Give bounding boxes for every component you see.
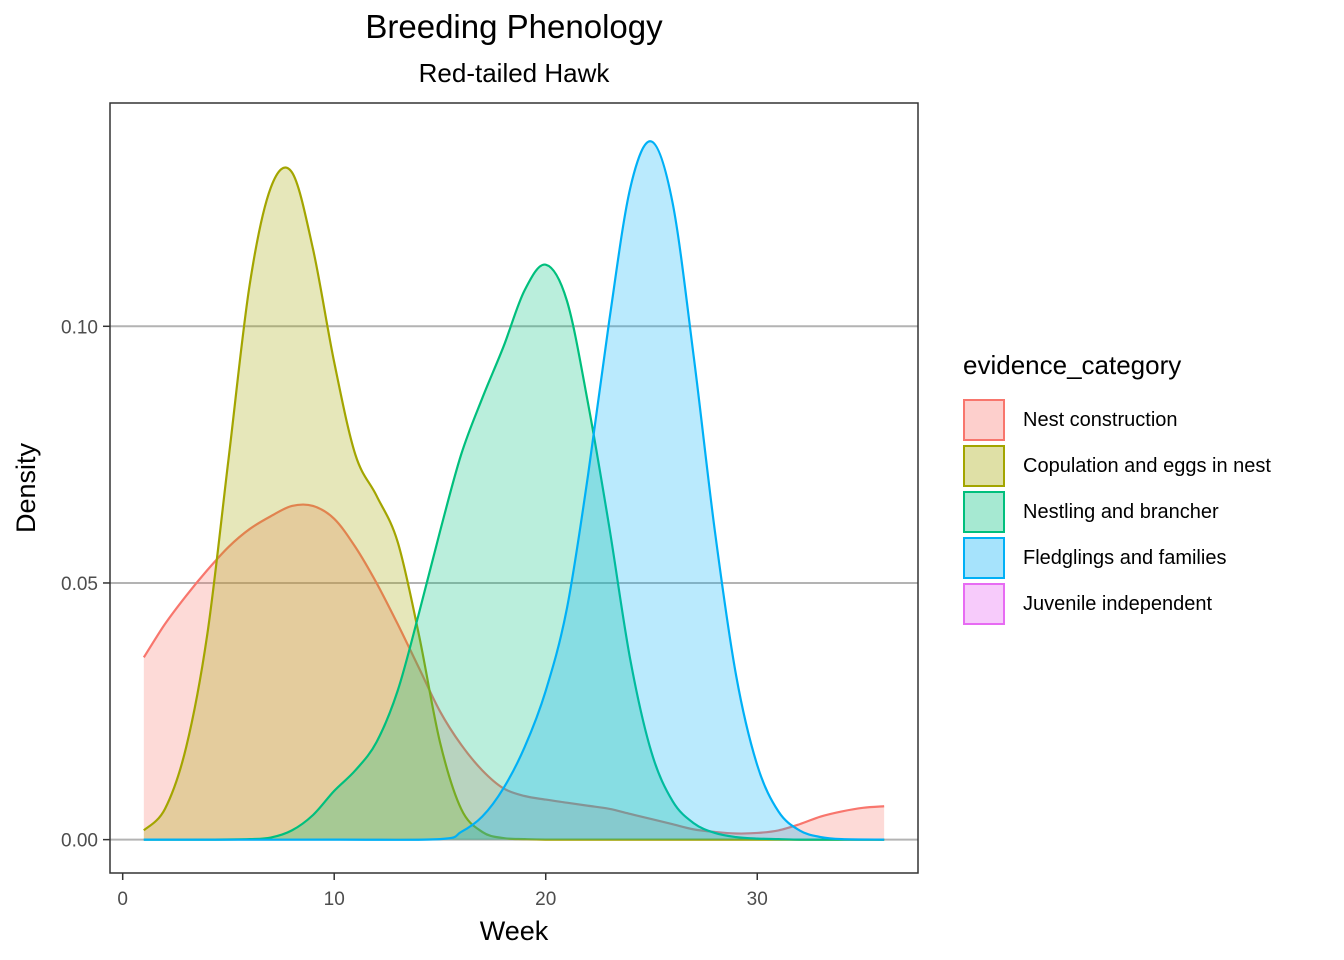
- legend-label: Copulation and eggs in nest: [1023, 454, 1271, 477]
- legend-label: Fledglings and families: [1023, 546, 1227, 569]
- y-axis-label: Density: [11, 442, 41, 533]
- density-line-nest-construction: [142, 503, 885, 835]
- legend-title: evidence_category: [963, 350, 1182, 380]
- legend-item: Juvenile independent: [963, 581, 1271, 627]
- chart-subtitle: Red-tailed Hawk: [418, 58, 610, 88]
- density-area-nestling-and-brancher: [143, 264, 885, 840]
- legend-key: [963, 537, 1005, 579]
- y-tick-label: 0.05: [61, 574, 98, 595]
- legend-items: Nest construction Copulation and eggs in …: [963, 397, 1271, 627]
- legend-item: Nest construction: [963, 397, 1271, 443]
- legend-item: Copulation and eggs in nest: [963, 443, 1271, 489]
- y-tick-label: 0.10: [61, 317, 98, 338]
- density-series: [142, 140, 885, 841]
- density-line-nestling-and-brancher: [143, 263, 885, 841]
- x-tick-label: 30: [747, 889, 768, 910]
- plot-panel-border: [109, 102, 919, 874]
- axes: 0 10 20 30 0.00 0.05 0.10: [61, 317, 768, 910]
- legend-item: Nestling and brancher: [963, 489, 1271, 535]
- density-area-nest-construction: [143, 504, 885, 840]
- legend-key: [963, 399, 1005, 441]
- y-tick-label: 0.00: [61, 831, 98, 852]
- x-tick-label: 20: [535, 889, 556, 910]
- density-line-copulation-and-eggs-in-nest: [143, 166, 885, 841]
- legend-key: [963, 491, 1005, 533]
- legend: evidence_category Nest construction Copul…: [963, 350, 1271, 627]
- legend-label: Nestling and brancher: [1023, 500, 1219, 523]
- legend-key: [963, 583, 1005, 625]
- x-axis-label: Week: [480, 916, 549, 946]
- legend-item: Fledglings and families: [963, 535, 1271, 581]
- legend-label: Nest construction: [1023, 408, 1178, 431]
- x-tick-label: 10: [324, 889, 345, 910]
- density-area-fledglings-and-families: [143, 141, 885, 840]
- legend-key: [963, 445, 1005, 487]
- chart-title: Breeding Phenology: [365, 8, 663, 45]
- x-tick-label: 0: [117, 889, 128, 910]
- density-line-fledglings-and-families: [143, 140, 885, 841]
- legend-label: Juvenile independent: [1023, 592, 1213, 615]
